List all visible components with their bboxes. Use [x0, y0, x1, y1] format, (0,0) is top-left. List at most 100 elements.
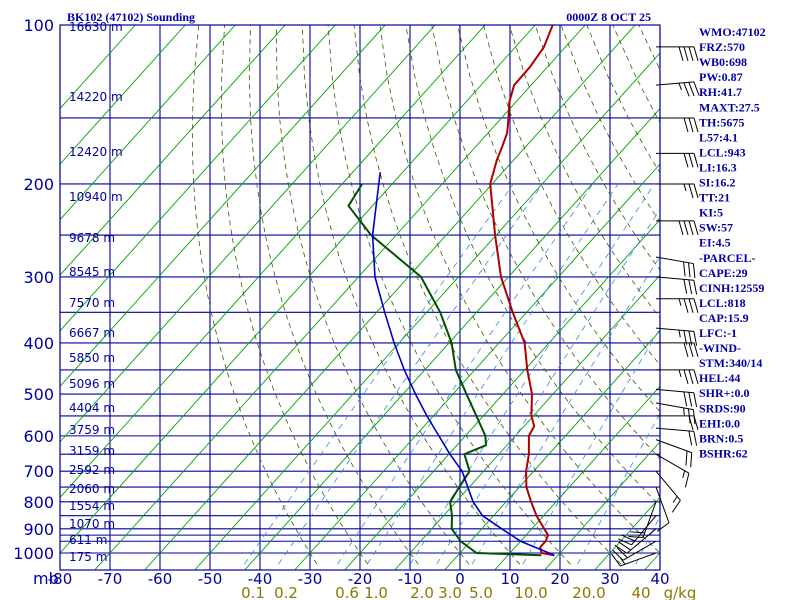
temp-tick-label: -80 [48, 570, 73, 588]
isotherm [60, 25, 486, 499]
height-label: 3159 m [69, 444, 115, 458]
chart-title: BK102 (47102) Sounding [67, 10, 195, 24]
isotherm [60, 25, 236, 221]
wind-barb [655, 470, 681, 513]
temp-tick-label: 0 [455, 570, 465, 588]
isotherm [494, 385, 660, 570]
height-label: 5850 m [69, 351, 115, 365]
index-item: RH:41.7 [699, 85, 742, 99]
mixing-ratio-label: 40 [631, 584, 650, 600]
index-item: FRZ:570 [699, 40, 745, 54]
index-item: BRN:0.5 [699, 431, 743, 445]
height-label: 10940 m [69, 190, 123, 204]
mixing-ratio-line [522, 327, 660, 565]
index-item: SRDS:90 [699, 401, 746, 415]
temp-tick-label: -30 [298, 570, 323, 588]
isotherm [294, 163, 660, 570]
height-label: 1070 m [69, 517, 115, 531]
temp-tick-label: 10 [500, 570, 519, 588]
wind-barb [656, 46, 699, 61]
temp-tick-label: 20 [550, 570, 569, 588]
mixing-ratio-unit: g/kg [664, 584, 697, 600]
wind-barb [655, 486, 670, 532]
index-panel: WMO:47102FRZ:570WB0:698PW:0.87RH:41.7MAX… [699, 25, 766, 460]
temp-tick-label: -20 [348, 570, 373, 588]
wind-barb [656, 117, 699, 133]
index-item: BSHR:62 [699, 446, 748, 460]
wind-barb [655, 453, 690, 488]
wind-barb [656, 152, 699, 168]
mixing-ratio-line [244, 183, 514, 565]
pressure-tick-label: 200 [23, 175, 54, 194]
height-label: 1554 m [69, 499, 115, 513]
mixing-ratio-label: 1.0 [364, 584, 388, 600]
dry-adiabat [191, 25, 318, 565]
isotherm [94, 25, 586, 570]
isotherm [60, 25, 386, 388]
dry-adiabat [327, 25, 571, 565]
wind-barb [655, 276, 698, 295]
mixing-ratio-label: 3.0 [438, 584, 462, 600]
mixing-ratio-label: 2.0 [410, 584, 434, 600]
index-item: SHR+:0.0 [699, 386, 750, 400]
index-item: PW:0.87 [699, 70, 743, 84]
wind-barb [656, 298, 699, 313]
height-label: 611 m [69, 533, 107, 547]
isotherm [244, 107, 660, 570]
mixing-ratio-label: 0.6 [335, 584, 359, 600]
temp-tick-label: 40 [650, 570, 669, 588]
index-item: WB0:698 [699, 55, 747, 69]
index-item: STM:340/14 [699, 356, 762, 370]
wind-barb [656, 220, 699, 236]
height-label: 4404 m [69, 401, 115, 415]
wind-barb [614, 528, 657, 554]
dry-adiabat [301, 25, 521, 565]
temp-tick-label: -40 [248, 570, 273, 588]
height-label: 175 m [69, 550, 107, 564]
isotherm [394, 274, 660, 570]
height-label: 16630 m [69, 20, 123, 34]
pressure-tick-label: 1000 [13, 544, 54, 563]
temp-tick-label: -60 [148, 570, 173, 588]
index-item: LCL:818 [699, 296, 746, 310]
mixing-ratio-label: 20.0 [572, 584, 605, 600]
height-label: 6667 m [69, 326, 115, 340]
wind-barb [656, 183, 699, 199]
wind-barb [655, 439, 693, 468]
wind-barb [655, 81, 700, 97]
temp-tick-label: 30 [600, 570, 619, 588]
index-item: LFC:-1 [699, 326, 737, 340]
index-item: LCL:943 [699, 145, 746, 159]
pressure-tick-label: 900 [23, 520, 54, 539]
wind-barb [656, 369, 699, 385]
mixing-ratio-label: 5.0 [469, 584, 493, 600]
pressure-tick-label: 400 [23, 334, 54, 353]
wind-barb [618, 515, 657, 546]
height-label: 9678 m [69, 231, 115, 245]
index-item: EI:4.5 [699, 236, 731, 250]
dry-adiabat [221, 25, 369, 565]
wind-barb [611, 552, 657, 567]
isotherm [344, 218, 660, 570]
temperature-line [489, 25, 555, 557]
height-label: 3759 m [69, 423, 115, 437]
index-item: CAPE:29 [699, 266, 748, 280]
pressure-tick-label: 600 [23, 427, 54, 446]
wind-barb [655, 388, 698, 408]
wind-barb [656, 342, 699, 358]
index-item: -PARCEL- [699, 251, 755, 265]
dry-adiabat [405, 25, 660, 507]
isotherm [144, 25, 636, 570]
index-item: L57:4.1 [699, 130, 738, 144]
index-item: LI:16.3 [699, 160, 737, 174]
mixing-ratio-label: 0.1 [241, 584, 265, 600]
index-item: WMO:47102 [699, 25, 766, 39]
pressure-tick-label: 500 [23, 385, 54, 404]
index-item: -WIND- [699, 341, 741, 355]
height-label: 2592 m [69, 463, 115, 477]
index-item: SW:57 [699, 221, 733, 235]
mixing-ratio-line [278, 183, 543, 565]
index-item: HEL:44 [699, 371, 740, 385]
wind-barb [656, 415, 699, 431]
